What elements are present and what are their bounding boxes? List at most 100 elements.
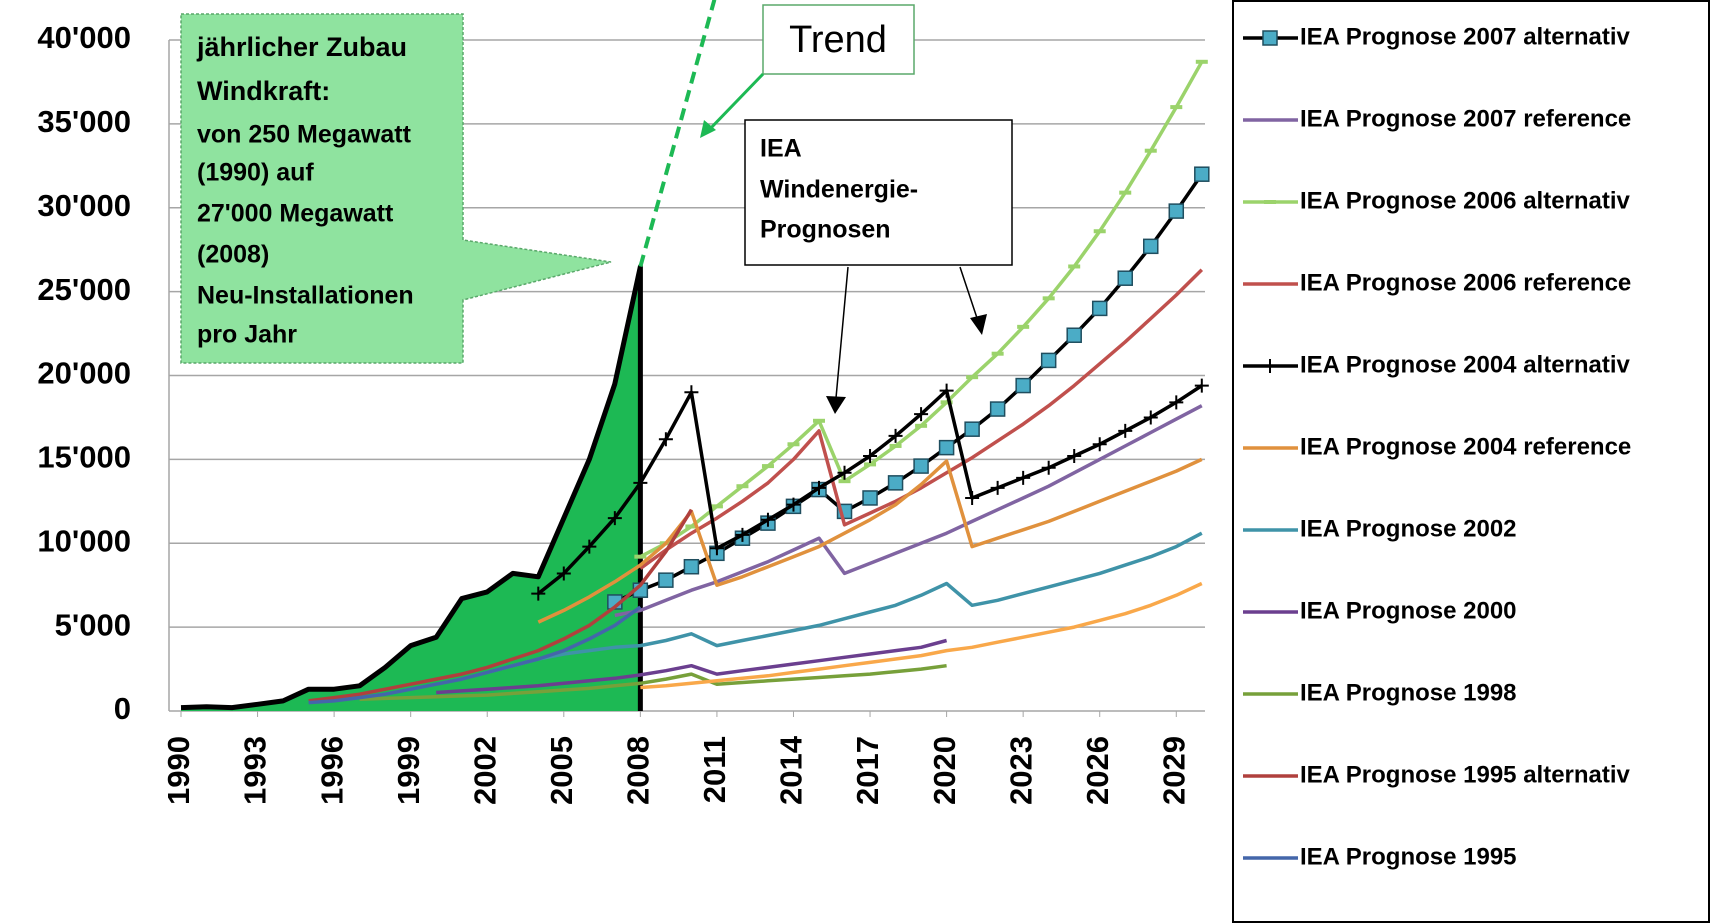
iea-box	[744, 119, 1013, 266]
marker	[1262, 30, 1278, 46]
trend-arrowhead	[700, 120, 716, 138]
x-tick-label: 2029	[1156, 736, 1191, 805]
legend-label: IEA Prognose 2002	[1300, 515, 1517, 542]
marker	[964, 421, 980, 437]
marker	[556, 566, 571, 581]
iea-text: IEA	[760, 135, 802, 163]
marker	[684, 385, 699, 400]
marker	[709, 541, 724, 556]
marker	[582, 539, 597, 554]
marker	[938, 439, 955, 456]
callout-text: Neu-Installationen	[197, 282, 414, 310]
marker	[1040, 352, 1057, 369]
x-tick-label: 1999	[391, 736, 426, 805]
iea-text: Windenergie-	[760, 176, 918, 204]
marker	[1143, 410, 1158, 425]
iea-text: Prognosen	[760, 216, 891, 244]
series-line	[436, 638, 948, 695]
legend-label: IEA Prognose 2000	[1300, 597, 1517, 624]
marker	[863, 449, 878, 464]
callout-text: (1990) auf	[197, 159, 314, 187]
marker	[1117, 270, 1133, 286]
callout-box	[180, 13, 612, 364]
y-tick-label: 20'000	[37, 356, 131, 391]
series-line	[639, 268, 1204, 570]
y-tick-label: 5'000	[55, 607, 131, 642]
marker	[914, 407, 929, 422]
marker	[531, 586, 546, 601]
marker	[1016, 470, 1031, 485]
series-line	[486, 531, 1203, 675]
trend-arrow	[706, 72, 765, 133]
marker	[812, 480, 826, 495]
marker	[913, 458, 929, 474]
legend-label: IEA Prognose 2007 reference	[1300, 105, 1631, 132]
callout-text: jährlicher Zubau	[196, 32, 407, 62]
marker	[786, 497, 801, 512]
legend-label: IEA Prognose 2004 alternativ	[1300, 351, 1631, 378]
series-line	[308, 508, 693, 703]
callout-text: Windkraft:	[197, 76, 330, 106]
x-tick-label: 2017	[850, 736, 885, 805]
series-line	[640, 581, 1203, 690]
marker	[735, 527, 750, 542]
legend-label: IEA Prognose 1998	[1300, 679, 1517, 706]
x-tick-label: 2011	[697, 736, 732, 803]
callout-text: 27'000 Megawatt	[197, 200, 394, 228]
x-tick-label: 2020	[927, 736, 962, 805]
x-tick-label: 2008	[621, 736, 656, 805]
x-tick-label: 2005	[544, 736, 579, 805]
marker	[1015, 377, 1031, 394]
legend-label: IEA Prognose 2006 reference	[1300, 269, 1631, 296]
area	[181, 266, 641, 711]
marker	[862, 490, 878, 506]
marker	[1091, 300, 1108, 317]
series-line	[614, 404, 1203, 618]
marker	[1194, 166, 1210, 182]
marker	[658, 572, 674, 588]
series-line	[537, 457, 1203, 624]
legend-label: IEA Prognose 2007 alternativ	[1300, 23, 1631, 50]
marker	[1263, 359, 1277, 373]
y-tick-label: 10'000	[37, 523, 131, 558]
marker	[837, 465, 852, 480]
marker	[760, 512, 775, 527]
trend-box	[762, 4, 915, 75]
x-tick-label: 2023	[1003, 736, 1038, 805]
callout-text: pro Jahr	[197, 321, 297, 349]
annotations: jährlicher Zubau Windkraft: von 250 Megawa…	[180, 4, 1013, 414]
marker	[1067, 449, 1082, 464]
trend-line	[638, 0, 717, 268]
y-tick-label: 25'000	[37, 272, 131, 307]
marker	[989, 401, 1006, 417]
x-tick-label: 2026	[1080, 736, 1115, 805]
marker	[1118, 423, 1133, 438]
marker	[683, 558, 700, 575]
marker	[1168, 203, 1185, 219]
callout-text: (2008)	[197, 241, 269, 269]
x-tick-label: 1996	[314, 736, 349, 805]
x-tick-label: 2002	[467, 736, 502, 805]
legend-label: IEA Prognose 1995 alternativ	[1300, 761, 1631, 788]
marker	[939, 383, 954, 398]
x-tick-label: 1990	[161, 736, 196, 805]
iea-arrowheads	[826, 314, 987, 414]
marker	[887, 475, 904, 491]
marker	[1041, 460, 1056, 475]
marker	[1143, 238, 1159, 255]
legend-label: IEA Prognose 2004 reference	[1300, 433, 1631, 460]
marker	[633, 475, 648, 490]
trend-label: Trend	[789, 19, 887, 61]
marker	[1169, 395, 1184, 410]
y-tick-label: 35'000	[37, 104, 131, 139]
marker	[888, 428, 903, 443]
marker	[607, 511, 622, 526]
area-outline	[180, 264, 643, 712]
y-tick-label: 30'000	[37, 188, 131, 223]
legend-box	[1232, 0, 1710, 923]
series-line	[359, 663, 947, 702]
y-tick-label: 40'000	[37, 20, 131, 55]
plot: 0 5'000 10'000 15'000 20'000 25'000 30'000 35'0…	[37, 0, 1210, 805]
iea-arrows	[835, 266, 978, 399]
